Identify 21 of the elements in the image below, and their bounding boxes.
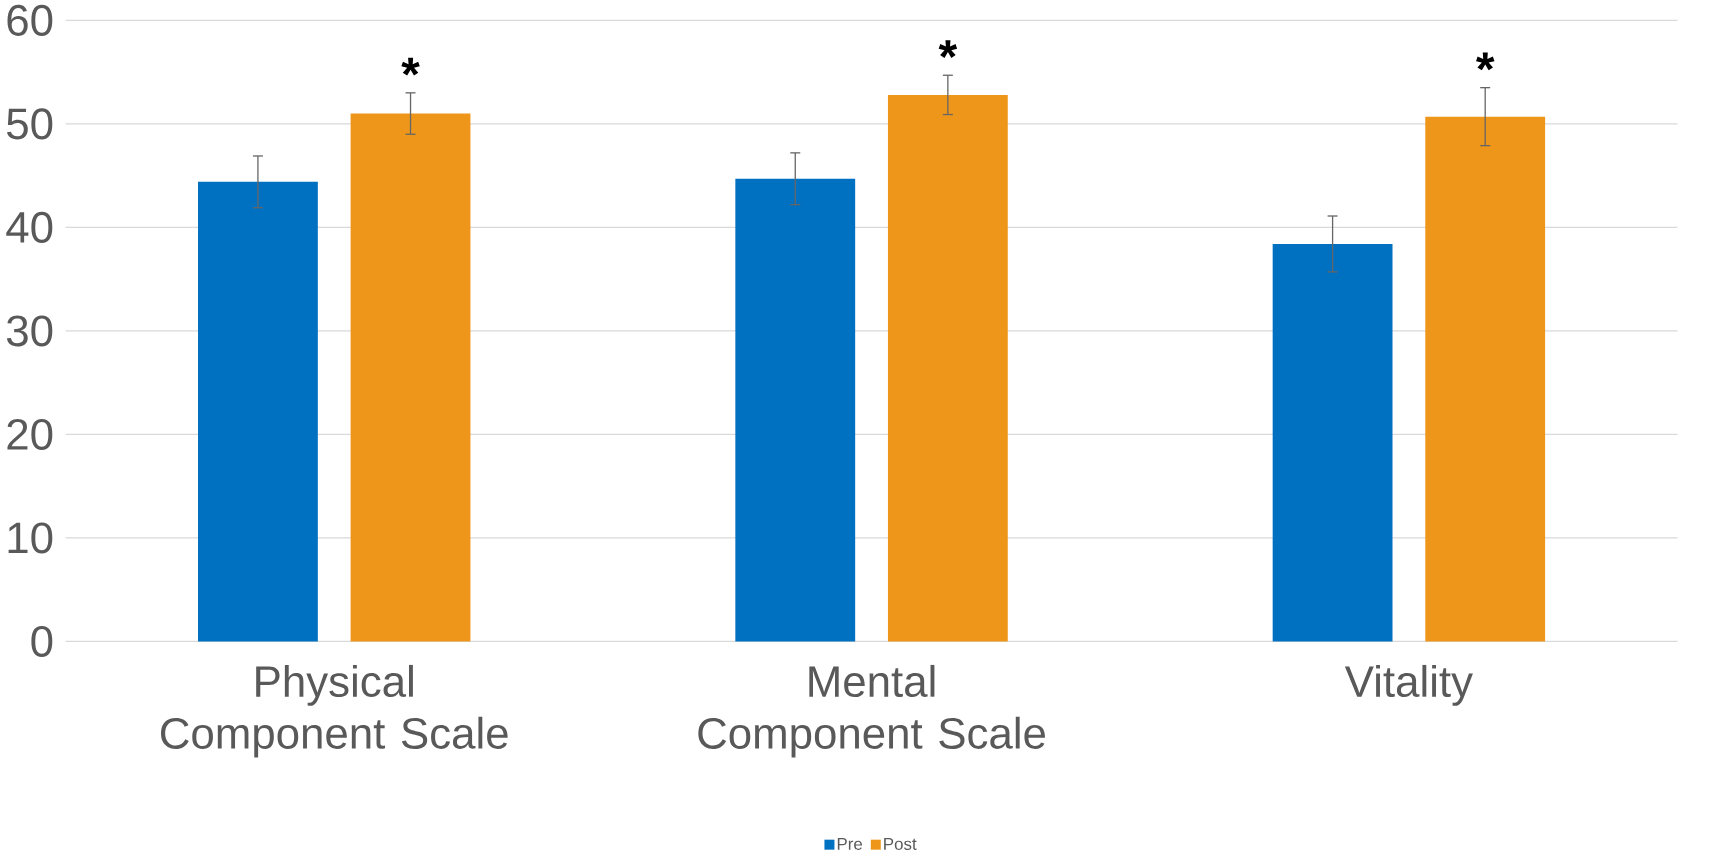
legend-label: Post	[884, 838, 917, 850]
y-tick-label: 60	[7, 4, 53, 36]
y-tick-label: 0	[31, 625, 53, 657]
y-tick-label: 40	[6, 211, 53, 243]
annotation: *	[401, 57, 420, 76]
bar	[887, 94, 1008, 642]
y-tick-label: 20	[7, 418, 53, 450]
bar	[735, 178, 856, 642]
bar	[198, 181, 318, 642]
annotation: *	[938, 40, 958, 58]
bar	[1425, 116, 1546, 642]
y-tick-label: 50	[7, 108, 53, 140]
y-tick-label: 10	[8, 522, 53, 554]
x-tick-label: Physical Component Scale	[160, 664, 508, 758]
x-tick-label: Vitality	[1344, 664, 1473, 706]
bar	[1272, 243, 1393, 642]
x-tick-label: Mental Component Scale	[698, 664, 1045, 758]
y-tick-label: 30	[6, 315, 53, 347]
bar	[350, 113, 471, 642]
legend-label: Pre	[837, 838, 863, 850]
annotation: *	[1476, 52, 1495, 71]
